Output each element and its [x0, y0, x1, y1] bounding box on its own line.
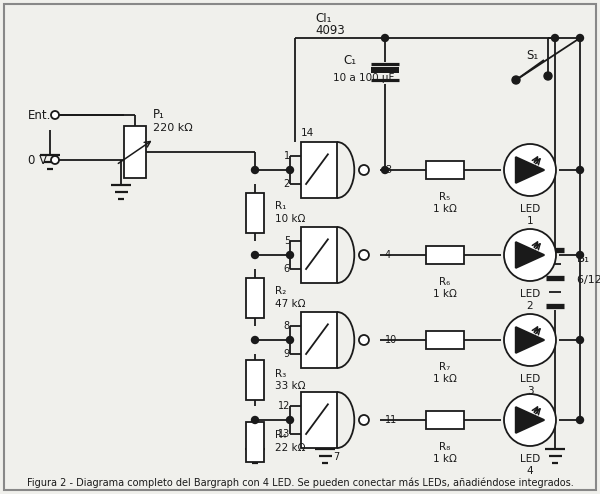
FancyBboxPatch shape [426, 411, 464, 429]
Text: P₁: P₁ [153, 108, 165, 121]
Text: LED
3: LED 3 [520, 374, 540, 396]
Text: B₁: B₁ [577, 251, 590, 264]
Text: 220 kΩ: 220 kΩ [153, 123, 193, 133]
FancyBboxPatch shape [301, 142, 337, 198]
Circle shape [512, 76, 520, 84]
Text: R₅
1 kΩ: R₅ 1 kΩ [433, 192, 457, 214]
FancyBboxPatch shape [426, 161, 464, 179]
Circle shape [577, 35, 583, 41]
FancyBboxPatch shape [246, 421, 264, 461]
Text: LED
1: LED 1 [520, 204, 540, 226]
Polygon shape [516, 407, 544, 433]
Text: 10: 10 [385, 335, 397, 345]
Circle shape [359, 335, 369, 345]
Text: 0 V: 0 V [28, 154, 47, 166]
FancyBboxPatch shape [426, 331, 464, 349]
FancyBboxPatch shape [301, 312, 337, 368]
Circle shape [51, 156, 59, 164]
FancyBboxPatch shape [246, 193, 264, 233]
FancyBboxPatch shape [246, 278, 264, 318]
Text: R₃
33 kΩ: R₃ 33 kΩ [275, 369, 305, 391]
Text: 11: 11 [385, 415, 397, 425]
Circle shape [251, 336, 259, 343]
Text: R₁
10 kΩ: R₁ 10 kΩ [275, 201, 305, 224]
FancyBboxPatch shape [301, 227, 337, 283]
Circle shape [577, 251, 583, 258]
Text: R₆
1 kΩ: R₆ 1 kΩ [433, 277, 457, 299]
Text: Ent.: Ent. [28, 109, 52, 122]
Text: LED
4: LED 4 [520, 454, 540, 476]
Circle shape [287, 251, 293, 258]
Circle shape [251, 416, 259, 423]
Text: Figura 2 - Diagrama completo del Bargraph con 4 LED. Se pueden conectar más LEDs: Figura 2 - Diagrama completo del Bargrap… [26, 478, 574, 488]
Circle shape [544, 72, 552, 80]
Text: 14: 14 [301, 128, 314, 138]
Circle shape [51, 111, 59, 119]
Circle shape [577, 336, 583, 343]
Text: R₂
47 kΩ: R₂ 47 kΩ [275, 287, 305, 309]
Circle shape [504, 144, 556, 196]
Text: R₇
1 kΩ: R₇ 1 kΩ [433, 362, 457, 384]
Text: 3: 3 [385, 165, 391, 175]
Polygon shape [516, 327, 544, 353]
FancyBboxPatch shape [426, 246, 464, 264]
Text: CI₁: CI₁ [315, 11, 331, 25]
Text: 9: 9 [284, 349, 290, 359]
Circle shape [287, 336, 293, 343]
Circle shape [382, 35, 389, 41]
Text: 7: 7 [333, 452, 339, 462]
Text: 6/12 V: 6/12 V [577, 275, 600, 285]
Polygon shape [516, 157, 544, 183]
Text: 1: 1 [284, 151, 290, 161]
Text: 13: 13 [278, 429, 290, 439]
Circle shape [251, 166, 259, 173]
Text: 4: 4 [385, 250, 391, 260]
Circle shape [577, 416, 583, 423]
Text: 4093: 4093 [315, 24, 345, 37]
Circle shape [359, 415, 369, 425]
Text: C₁: C₁ [343, 53, 356, 67]
Text: LED
2: LED 2 [520, 289, 540, 311]
Circle shape [551, 35, 559, 41]
Text: 2: 2 [284, 179, 290, 189]
Circle shape [504, 229, 556, 281]
Text: 10 a 100 µF: 10 a 100 µF [333, 73, 394, 83]
Text: 6: 6 [284, 264, 290, 274]
Circle shape [251, 251, 259, 258]
FancyBboxPatch shape [371, 67, 399, 73]
FancyBboxPatch shape [301, 392, 337, 448]
Text: 8: 8 [284, 321, 290, 331]
Text: 12: 12 [278, 401, 290, 411]
Text: R₈
1 kΩ: R₈ 1 kΩ [433, 442, 457, 464]
Circle shape [359, 165, 369, 175]
Text: R₄
22 kΩ: R₄ 22 kΩ [275, 430, 305, 453]
Circle shape [504, 314, 556, 366]
Circle shape [287, 166, 293, 173]
FancyBboxPatch shape [246, 360, 264, 400]
Polygon shape [516, 242, 544, 268]
Circle shape [504, 394, 556, 446]
Circle shape [382, 166, 389, 173]
FancyBboxPatch shape [124, 126, 146, 178]
Text: 5: 5 [284, 236, 290, 246]
Text: S₁: S₁ [526, 49, 538, 62]
Circle shape [359, 250, 369, 260]
Circle shape [577, 166, 583, 173]
Circle shape [287, 416, 293, 423]
